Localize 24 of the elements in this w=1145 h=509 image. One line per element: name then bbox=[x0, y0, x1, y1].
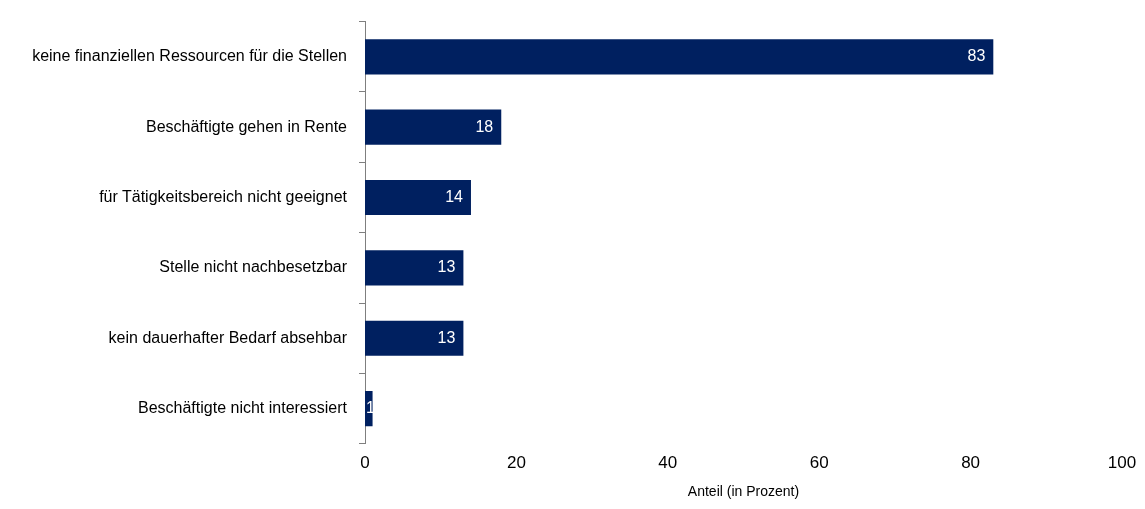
x-axis-title: Anteil (in Prozent) bbox=[687, 483, 800, 500]
x-tick-label: 80 bbox=[961, 452, 981, 472]
y-tick-label: keine finanziellen Ressourcen für die Stellen bbox=[32, 47, 347, 65]
data-label: 83 bbox=[967, 47, 986, 65]
y-tick-label: Beschäftigte gehen in Rente bbox=[145, 117, 348, 135]
x-tick-label: 60 bbox=[809, 452, 829, 472]
data-label: 13 bbox=[437, 258, 456, 276]
y-tick-label: für Tätigkeitsbereich nicht geeignet bbox=[99, 187, 348, 205]
x-tick-label: 20 bbox=[506, 452, 526, 472]
y-tick-label: kein dauerhafter Bedarf absehbar bbox=[108, 328, 348, 346]
bar bbox=[365, 39, 994, 75]
bar bbox=[365, 179, 471, 216]
x-tick-label: 40 bbox=[658, 452, 678, 472]
bar bbox=[365, 109, 502, 145]
x-tick-label: 100 bbox=[1107, 452, 1137, 472]
data-label: 14 bbox=[445, 187, 464, 205]
y-tick-label: Stelle nicht nachbesetzbar bbox=[159, 258, 348, 276]
y-tick-label: Beschäftigte nicht interessiert bbox=[138, 399, 348, 417]
x-tick-label: 0 bbox=[360, 452, 370, 472]
bar bbox=[365, 250, 464, 286]
data-label: 1 bbox=[366, 399, 375, 417]
bar bbox=[365, 320, 464, 356]
data-label: 13 bbox=[437, 328, 456, 346]
data-label: 18 bbox=[475, 117, 494, 135]
